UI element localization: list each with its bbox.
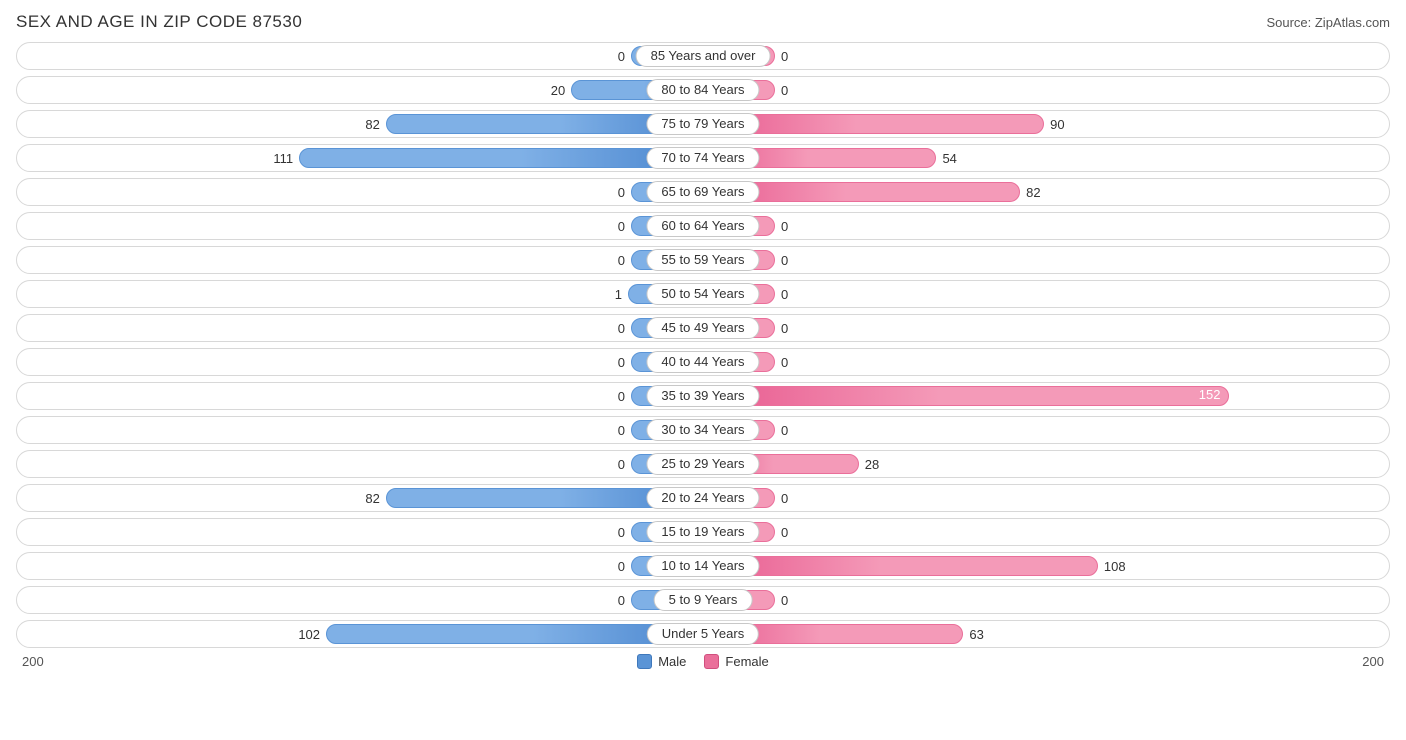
chart-row: 0 0 85 Years and over xyxy=(16,42,1390,70)
category-label: 80 to 84 Years xyxy=(646,79,759,101)
male-value: 82 xyxy=(365,491,379,506)
category-label: 30 to 34 Years xyxy=(646,419,759,441)
legend: Male Female xyxy=(637,654,769,669)
female-value: 28 xyxy=(865,457,879,472)
male-value: 102 xyxy=(298,627,320,642)
chart-row: 0 0 40 to 44 Years xyxy=(16,348,1390,376)
male-value: 82 xyxy=(365,117,379,132)
chart-source: Source: ZipAtlas.com xyxy=(1266,15,1390,30)
chart-row: 0 0 30 to 34 Years xyxy=(16,416,1390,444)
category-label: 25 to 29 Years xyxy=(646,453,759,475)
category-label: 20 to 24 Years xyxy=(646,487,759,509)
female-value: 0 xyxy=(781,525,788,540)
male-bar xyxy=(299,148,703,168)
male-value: 0 xyxy=(618,559,625,574)
female-value: 152 xyxy=(1199,387,1221,402)
axis-max-left: 200 xyxy=(22,654,44,669)
chart-row: 102 63 Under 5 Years xyxy=(16,620,1390,648)
male-value: 0 xyxy=(618,355,625,370)
category-label: 40 to 44 Years xyxy=(646,351,759,373)
category-label: 85 Years and over xyxy=(636,45,771,67)
female-value: 0 xyxy=(781,321,788,336)
chart-row: 0 0 60 to 64 Years xyxy=(16,212,1390,240)
female-value: 0 xyxy=(781,423,788,438)
pyramid-chart: 0 0 85 Years and over 20 0 80 to 84 Years 82 90… xyxy=(16,42,1390,648)
chart-row: 82 0 20 to 24 Years xyxy=(16,484,1390,512)
female-value: 0 xyxy=(781,83,788,98)
chart-row: 111 54 70 to 74 Years xyxy=(16,144,1390,172)
chart-row: 20 0 80 to 84 Years xyxy=(16,76,1390,104)
male-value: 0 xyxy=(618,219,625,234)
category-label: Under 5 Years xyxy=(647,623,759,645)
legend-item-female: Female xyxy=(704,654,768,669)
category-label: 45 to 49 Years xyxy=(646,317,759,339)
male-value: 0 xyxy=(618,253,625,268)
legend-swatch-male xyxy=(637,654,652,669)
male-value: 0 xyxy=(618,185,625,200)
chart-row: 0 0 15 to 19 Years xyxy=(16,518,1390,546)
chart-row: 0 152 35 to 39 Years xyxy=(16,382,1390,410)
category-label: 15 to 19 Years xyxy=(646,521,759,543)
female-value: 0 xyxy=(781,49,788,64)
legend-label-female: Female xyxy=(725,654,768,669)
female-value: 0 xyxy=(781,287,788,302)
category-label: 5 to 9 Years xyxy=(654,589,753,611)
chart-row: 0 28 25 to 29 Years xyxy=(16,450,1390,478)
legend-swatch-female xyxy=(704,654,719,669)
legend-item-male: Male xyxy=(637,654,686,669)
category-label: 60 to 64 Years xyxy=(646,215,759,237)
chart-row: 0 0 55 to 59 Years xyxy=(16,246,1390,274)
legend-label-male: Male xyxy=(658,654,686,669)
female-bar xyxy=(703,556,1098,576)
female-value: 0 xyxy=(781,355,788,370)
category-label: 50 to 54 Years xyxy=(646,283,759,305)
chart-row: 82 90 75 to 79 Years xyxy=(16,110,1390,138)
female-value: 0 xyxy=(781,491,788,506)
female-value: 0 xyxy=(781,593,788,608)
female-value: 0 xyxy=(781,219,788,234)
male-value: 0 xyxy=(618,457,625,472)
female-value: 82 xyxy=(1026,185,1040,200)
category-label: 55 to 59 Years xyxy=(646,249,759,271)
female-value: 108 xyxy=(1104,559,1126,574)
male-value: 0 xyxy=(618,49,625,64)
male-value: 0 xyxy=(618,389,625,404)
chart-footer: 200 Male Female 200 xyxy=(16,654,1390,669)
male-value: 20 xyxy=(551,83,565,98)
male-value: 0 xyxy=(618,321,625,336)
chart-row: 0 82 65 to 69 Years xyxy=(16,178,1390,206)
female-value: 0 xyxy=(781,253,788,268)
category-label: 75 to 79 Years xyxy=(646,113,759,135)
category-label: 70 to 74 Years xyxy=(646,147,759,169)
male-value: 111 xyxy=(273,151,293,166)
male-value: 0 xyxy=(618,593,625,608)
male-value: 0 xyxy=(618,423,625,438)
chart-header: SEX AND AGE IN ZIP CODE 87530 Source: Zi… xyxy=(16,12,1390,32)
chart-row: 0 108 10 to 14 Years xyxy=(16,552,1390,580)
female-value: 54 xyxy=(942,151,956,166)
female-value: 63 xyxy=(969,627,983,642)
female-bar: 152 xyxy=(703,386,1229,406)
chart-title: SEX AND AGE IN ZIP CODE 87530 xyxy=(16,12,302,32)
axis-max-right: 200 xyxy=(1362,654,1384,669)
female-value: 90 xyxy=(1050,117,1064,132)
chart-row: 0 0 5 to 9 Years xyxy=(16,586,1390,614)
chart-row: 0 0 45 to 49 Years xyxy=(16,314,1390,342)
male-value: 0 xyxy=(618,525,625,540)
chart-row: 1 0 50 to 54 Years xyxy=(16,280,1390,308)
category-label: 10 to 14 Years xyxy=(646,555,759,577)
category-label: 35 to 39 Years xyxy=(646,385,759,407)
male-value: 1 xyxy=(615,287,622,302)
category-label: 65 to 69 Years xyxy=(646,181,759,203)
